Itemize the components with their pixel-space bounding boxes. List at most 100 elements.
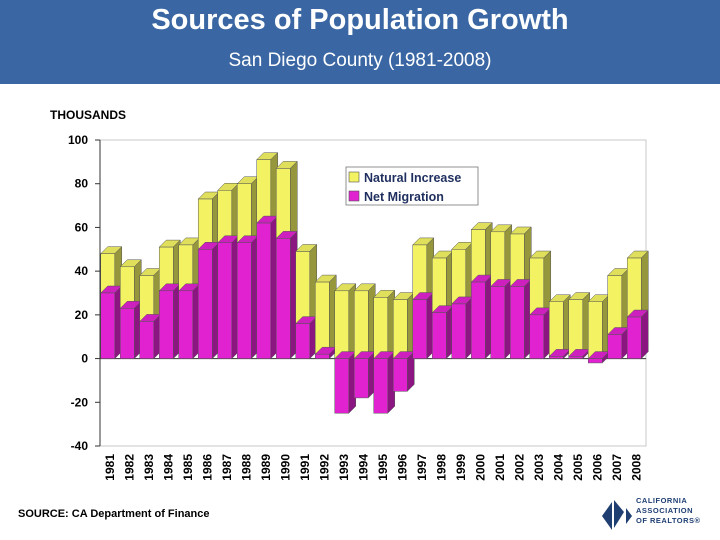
x-tick-label: 1984 bbox=[161, 454, 175, 481]
bar-net-migration bbox=[139, 321, 155, 359]
bar-net-migration bbox=[626, 316, 642, 359]
x-tick-label: 1981 bbox=[103, 454, 117, 481]
bar-natural-increase bbox=[568, 299, 584, 357]
logo-text: CALIFORNIA ASSOCIATION OF REALTORS® bbox=[636, 496, 701, 526]
bar-natural-increase-side bbox=[641, 250, 649, 318]
x-tick-label: 1992 bbox=[317, 454, 331, 481]
bar-natural-increase bbox=[314, 281, 330, 355]
bar-net-migration bbox=[314, 353, 330, 359]
bar-natural-increase bbox=[236, 183, 252, 243]
bar-natural-increase bbox=[295, 251, 311, 324]
logo-line: CALIFORNIA bbox=[636, 496, 688, 505]
x-tick-label: 1990 bbox=[278, 454, 292, 481]
realtors-logo-icon bbox=[602, 500, 632, 530]
bar-net-migration bbox=[119, 308, 135, 359]
x-tick-label: 1999 bbox=[454, 454, 468, 481]
x-tick-label: 2005 bbox=[571, 454, 585, 481]
bar-net-migration bbox=[236, 242, 252, 359]
y-tick-label: -40 bbox=[71, 439, 89, 453]
bar-natural-increase bbox=[197, 198, 213, 250]
bar-natural-increase bbox=[529, 257, 545, 316]
x-tick-label: 2004 bbox=[551, 454, 565, 481]
x-tick-label: 1989 bbox=[259, 454, 273, 481]
bar-net-migration bbox=[158, 290, 174, 359]
y-axis-label: THOUSANDS bbox=[50, 108, 127, 122]
bar-net-migration bbox=[197, 249, 213, 359]
bar-net-migration bbox=[178, 290, 194, 359]
logo-line: OF REALTORS® bbox=[636, 516, 701, 525]
x-tick-label: 2000 bbox=[473, 454, 487, 481]
bar-net-migration bbox=[217, 242, 233, 359]
bar-net-migration bbox=[568, 356, 584, 359]
y-tick-label: 0 bbox=[81, 352, 88, 366]
y-tick-label: 60 bbox=[75, 220, 89, 234]
car-logo: CALIFORNIA ASSOCIATION OF REALTORS® bbox=[598, 494, 718, 534]
logo-line: ASSOCIATION bbox=[636, 506, 694, 515]
bar-natural-increase bbox=[334, 290, 350, 359]
bar-natural-increase bbox=[256, 159, 272, 224]
bar-net-migration bbox=[470, 281, 486, 359]
bar-natural-increase bbox=[412, 244, 428, 300]
x-tick-label: 2001 bbox=[493, 454, 507, 481]
x-tick-label: 1982 bbox=[122, 454, 136, 481]
bar-net-migration bbox=[392, 358, 408, 392]
x-tick-label: 1986 bbox=[200, 454, 214, 481]
bar-natural-increase bbox=[217, 190, 233, 243]
bar-net-migration bbox=[548, 356, 564, 359]
bar-net-migration bbox=[529, 314, 545, 359]
bar-net-migration bbox=[275, 238, 291, 359]
bar-natural-increase-side bbox=[290, 160, 298, 239]
x-tick-label: 2007 bbox=[610, 454, 624, 481]
x-tick-label: 2003 bbox=[532, 454, 546, 481]
bar-net-migration bbox=[607, 334, 623, 359]
bar-natural-increase bbox=[490, 231, 506, 287]
bar-net-migration bbox=[509, 286, 525, 359]
bar-net-migration bbox=[100, 292, 116, 359]
y-tick-label: 40 bbox=[75, 264, 89, 278]
bar-net-migration bbox=[412, 299, 428, 359]
x-tick-label: 1983 bbox=[142, 454, 156, 481]
bar-natural-increase bbox=[509, 233, 525, 287]
bar-natural-increase bbox=[275, 168, 291, 239]
x-tick-label: 1995 bbox=[376, 454, 390, 481]
x-tick-label: 2006 bbox=[590, 454, 604, 481]
bar-natural-increase bbox=[431, 257, 447, 313]
bar-natural-increase bbox=[470, 229, 486, 283]
legend-swatch bbox=[348, 171, 360, 183]
x-tick-label: 1988 bbox=[239, 454, 253, 481]
x-tick-label: 1987 bbox=[220, 454, 234, 481]
bar-natural-increase bbox=[587, 301, 603, 359]
bar-natural-increase bbox=[548, 301, 564, 357]
y-tick-label: -20 bbox=[71, 395, 89, 409]
legend-label: Net Migration bbox=[364, 190, 444, 204]
y-tick-label: 100 bbox=[68, 133, 88, 147]
x-tick-label: 1993 bbox=[337, 454, 351, 481]
bar-net-migration-side bbox=[641, 309, 649, 360]
legend-label: Natural Increase bbox=[364, 171, 461, 185]
x-tick-label: 2002 bbox=[512, 454, 526, 481]
x-tick-label: 1996 bbox=[395, 454, 409, 481]
legend-box bbox=[345, 166, 479, 206]
x-tick-label: 1994 bbox=[356, 454, 370, 481]
bar-net-migration bbox=[353, 358, 369, 399]
x-tick-label: 2008 bbox=[629, 454, 643, 481]
bar-natural-increase bbox=[451, 249, 467, 305]
x-tick-label: 1991 bbox=[298, 454, 312, 481]
bar-natural-increase bbox=[353, 290, 369, 359]
bar-net-migration bbox=[334, 358, 350, 414]
bar-net-migration bbox=[256, 222, 272, 359]
bar-natural-increase bbox=[373, 297, 389, 359]
bar-net-migration bbox=[431, 312, 447, 359]
x-tick-label: 1985 bbox=[181, 454, 195, 481]
bar-net-migration bbox=[373, 358, 389, 414]
bar-natural-increase bbox=[626, 257, 642, 318]
legend-swatch bbox=[348, 190, 360, 202]
bar-natural-increase bbox=[392, 299, 408, 359]
x-tick-label: 1997 bbox=[415, 454, 429, 481]
bar-natural-increase bbox=[607, 275, 623, 335]
header-banner: Sources of Population Growth San Diego C… bbox=[0, 0, 720, 84]
source-note: SOURCE: CA Department of Finance bbox=[18, 508, 210, 520]
y-tick-label: 80 bbox=[75, 177, 89, 191]
bar-net-migration bbox=[295, 323, 311, 359]
